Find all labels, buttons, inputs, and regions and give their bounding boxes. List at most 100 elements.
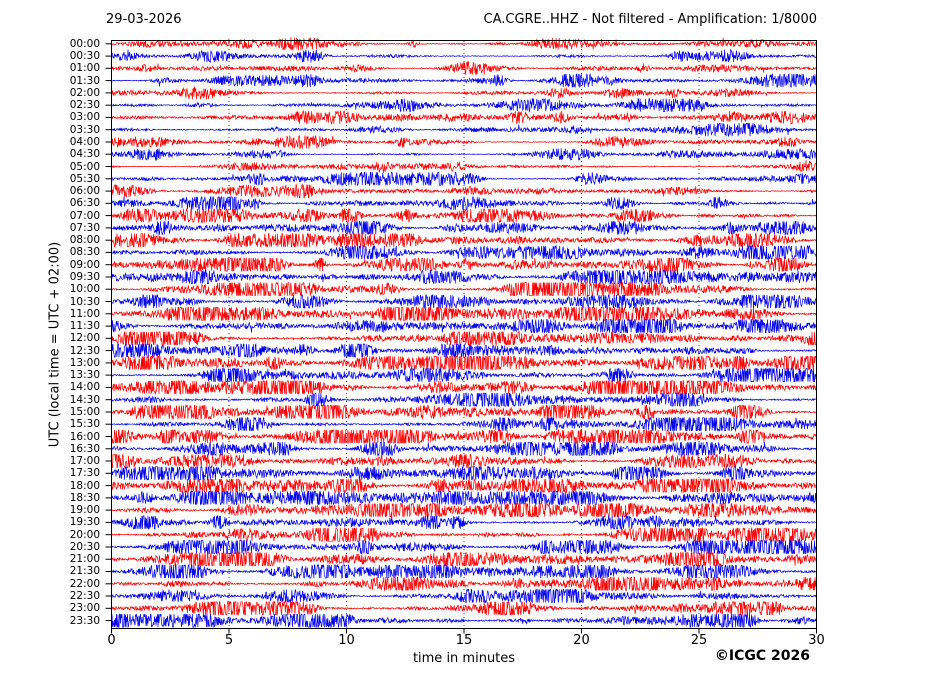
y-tick-label: 12:00	[69, 332, 100, 345]
seismogram-trace	[111, 86, 817, 100]
seismogram-trace	[111, 220, 817, 236]
y-tick-label: 23:30	[69, 614, 100, 627]
y-tick-label: 00:00	[69, 37, 100, 50]
x-tick-label: 25	[690, 633, 708, 648]
x-tick-label: 15	[455, 633, 473, 648]
seismogram-trace	[111, 490, 817, 506]
seismogram-trace	[111, 183, 817, 198]
y-tick-label: 01:00	[69, 62, 100, 75]
x-axis-title: time in minutes	[412, 651, 516, 666]
y-tick-label: 21:00	[69, 553, 100, 566]
seismogram-trace	[111, 441, 817, 457]
y-tick-label: 22:00	[69, 577, 100, 590]
seismogram-trace	[111, 576, 817, 591]
seismogram-trace	[111, 269, 817, 285]
seismogram-trace	[111, 502, 817, 518]
x-tick-label: 10	[338, 633, 355, 648]
seismogram-trace	[111, 392, 817, 407]
seismogram-trace	[111, 379, 817, 396]
y-tick-label: 07:00	[69, 209, 100, 222]
seismogram-trace	[111, 355, 817, 371]
y-tick-label: 05:30	[69, 172, 100, 185]
y-tick-label: 15:00	[69, 405, 100, 418]
y-tick-label: 10:30	[69, 295, 100, 308]
y-tick-label: 03:00	[69, 111, 100, 124]
y-tick-label: 06:00	[69, 185, 100, 198]
seismogram-trace	[111, 256, 817, 273]
y-tick-label: 20:30	[69, 540, 100, 553]
y-tick-label: 01:30	[69, 74, 100, 87]
seismogram-trace	[111, 428, 817, 445]
y-tick-label: 18:00	[69, 479, 100, 492]
seismogram-trace	[111, 465, 817, 481]
seismogram-trace	[111, 563, 817, 580]
y-tick-label: 14:30	[69, 393, 100, 406]
seismogram-trace	[111, 171, 817, 187]
y-tick-label: 13:00	[69, 356, 100, 369]
y-tick-label: 04:00	[69, 135, 100, 148]
y-tick-label: 17:30	[69, 467, 100, 480]
y-tick-label: 22:30	[69, 590, 100, 603]
seismogram-trace	[111, 135, 817, 150]
y-tick-label: 10:00	[69, 283, 100, 296]
seismogram-trace	[111, 453, 817, 469]
x-tick-label: 20	[573, 633, 590, 648]
plot-frame	[111, 40, 817, 629]
y-tick-label: 18:30	[69, 491, 100, 504]
y-tick-label: 21:30	[69, 565, 100, 578]
plot-date: 29-03-2026	[106, 12, 182, 27]
y-tick-label: 08:00	[69, 234, 100, 247]
y-tick-label: 06:30	[69, 197, 100, 210]
y-tick-label: 11:00	[69, 307, 100, 320]
y-tick-label: 02:00	[69, 86, 100, 99]
seismogram-trace	[111, 404, 817, 420]
seismogram-trace	[111, 305, 817, 322]
seismogram-trace	[111, 207, 817, 224]
x-tick-label: 0	[107, 633, 116, 648]
copyright: ©ICGC 2026	[714, 648, 810, 664]
seismogram-trace	[111, 600, 817, 617]
seismogram-trace	[111, 551, 817, 568]
y-tick-label: 15:30	[69, 418, 100, 431]
seismogram-trace	[111, 195, 817, 212]
y-tick-label: 00:30	[69, 50, 100, 63]
seismogram-trace	[111, 281, 817, 297]
seismogram-trace	[111, 367, 817, 383]
y-tick-label: 13:30	[69, 369, 100, 382]
seismogram-trace	[111, 122, 817, 138]
y-tick-label: 19:00	[69, 504, 100, 517]
y-tick-label: 16:00	[69, 430, 100, 443]
x-tick-label: 5	[224, 633, 234, 648]
seismogram-trace	[111, 416, 817, 432]
seismogram-trace	[111, 37, 817, 51]
seismogram-trace	[111, 343, 817, 359]
seismogram-trace	[111, 147, 817, 162]
plot-title: CA.CGRE..HHZ - Not filtered - Amplificat…	[483, 12, 818, 27]
y-tick-label: 05:00	[69, 160, 100, 173]
seismogram-trace	[111, 160, 817, 174]
seismogram-trace	[111, 48, 817, 64]
seismogram-trace	[111, 613, 817, 629]
seismogram-trace	[111, 539, 817, 555]
seismogram-trace	[111, 97, 817, 113]
y-tick-label: 09:00	[69, 258, 100, 271]
y-tick-label: 20:00	[69, 528, 100, 541]
y-tick-label: 09:30	[69, 270, 100, 283]
seismogram-trace	[111, 109, 817, 125]
seismogram-trace	[111, 588, 817, 604]
y-tick-label: 11:30	[69, 320, 100, 333]
seismogram-trace	[111, 244, 817, 261]
seismogram-trace	[111, 477, 817, 494]
y-tick-label: 19:30	[69, 516, 100, 529]
seismogram-trace	[111, 526, 817, 543]
y-tick-label: 23:00	[69, 602, 100, 615]
seismogram-trace	[111, 232, 817, 248]
y-tick-label: 17:00	[69, 455, 100, 468]
y-tick-label: 14:00	[69, 381, 100, 394]
seismogram-trace	[111, 293, 817, 310]
seismogram-trace	[111, 330, 817, 347]
seismogram-trace	[111, 60, 817, 76]
y-tick-label: 16:30	[69, 442, 100, 455]
